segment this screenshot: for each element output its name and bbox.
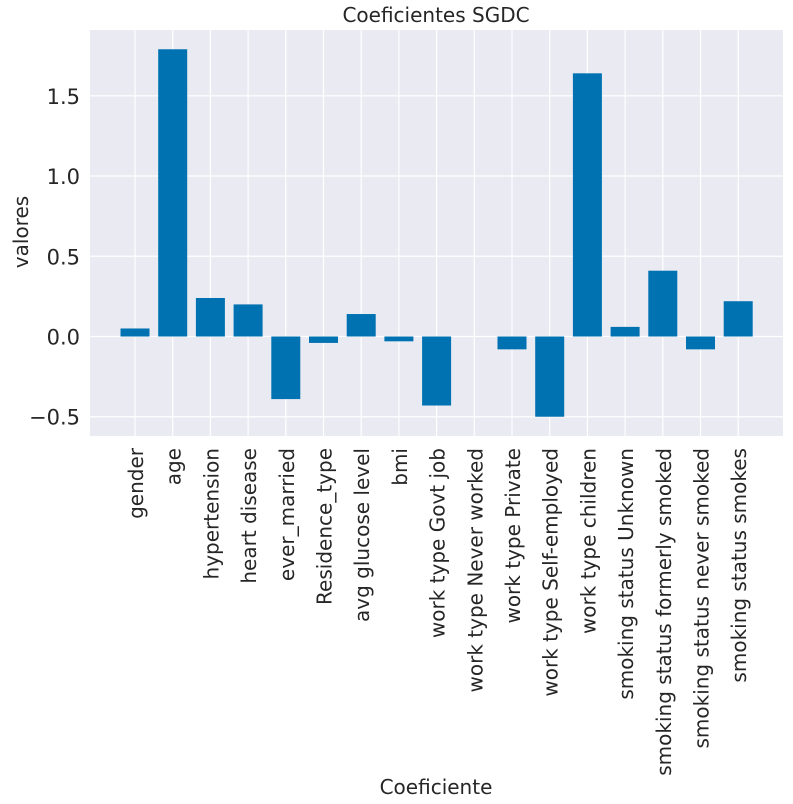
- bar: [535, 336, 565, 417]
- bar: [497, 336, 527, 350]
- y-tick-label: 1.5: [47, 85, 80, 109]
- x-tick-label: work type Never worked: [463, 448, 487, 692]
- x-tick-label: gender: [124, 447, 148, 519]
- bar: [686, 336, 715, 350]
- x-axis-label: Coeficiente: [380, 775, 493, 799]
- bar: [648, 270, 678, 337]
- x-tick-label: bmi: [388, 448, 412, 486]
- x-tick-label: work type Self-employed: [539, 448, 563, 697]
- x-tick-label: age: [162, 448, 186, 485]
- x-tick-label: smoking status never smoked: [690, 448, 714, 749]
- x-tick-labels: gender age hypertension heart disease ever_m…: [124, 447, 751, 776]
- bar: [422, 336, 452, 406]
- x-tick-label: avg glucose level: [350, 448, 374, 622]
- bar: [610, 326, 640, 337]
- y-tick-label: 0.5: [47, 245, 80, 269]
- x-tick-label: Residence_type: [313, 448, 337, 605]
- x-tick-label: work type Private: [501, 448, 525, 624]
- x-tick-label: smoking status formerly smoked: [652, 448, 676, 776]
- x-tick-label: heart disease: [237, 448, 261, 584]
- grid-lines: [90, 30, 783, 436]
- y-tick-labels: −0.5 0.0 0.5 1.0 1.5: [29, 85, 80, 430]
- y-axis-label: valores: [9, 196, 33, 268]
- bar: [233, 304, 263, 337]
- y-tick-label: −0.5: [29, 406, 80, 430]
- y-tick-label: 0.0: [47, 326, 80, 350]
- bar: [572, 73, 602, 337]
- bars: [120, 49, 753, 417]
- bar: [158, 49, 188, 337]
- x-tick-label: work type children: [576, 448, 600, 634]
- y-tick-label: 1.0: [47, 165, 80, 189]
- bar: [309, 336, 338, 343]
- bar: [723, 301, 753, 337]
- x-tick-label: smoking status smokes: [727, 448, 751, 683]
- bar: [195, 297, 225, 337]
- chart-title: Coeficientes SGDC: [342, 3, 529, 27]
- bar: [346, 314, 376, 337]
- x-tick-label: smoking status Unknown: [614, 448, 638, 700]
- bar: [271, 336, 301, 400]
- bar: [120, 328, 150, 337]
- bar: [384, 336, 414, 342]
- x-tick-label: hypertension: [199, 448, 223, 579]
- x-tick-label: ever_married: [275, 448, 299, 581]
- x-tick-label: work type Govt job: [426, 448, 450, 638]
